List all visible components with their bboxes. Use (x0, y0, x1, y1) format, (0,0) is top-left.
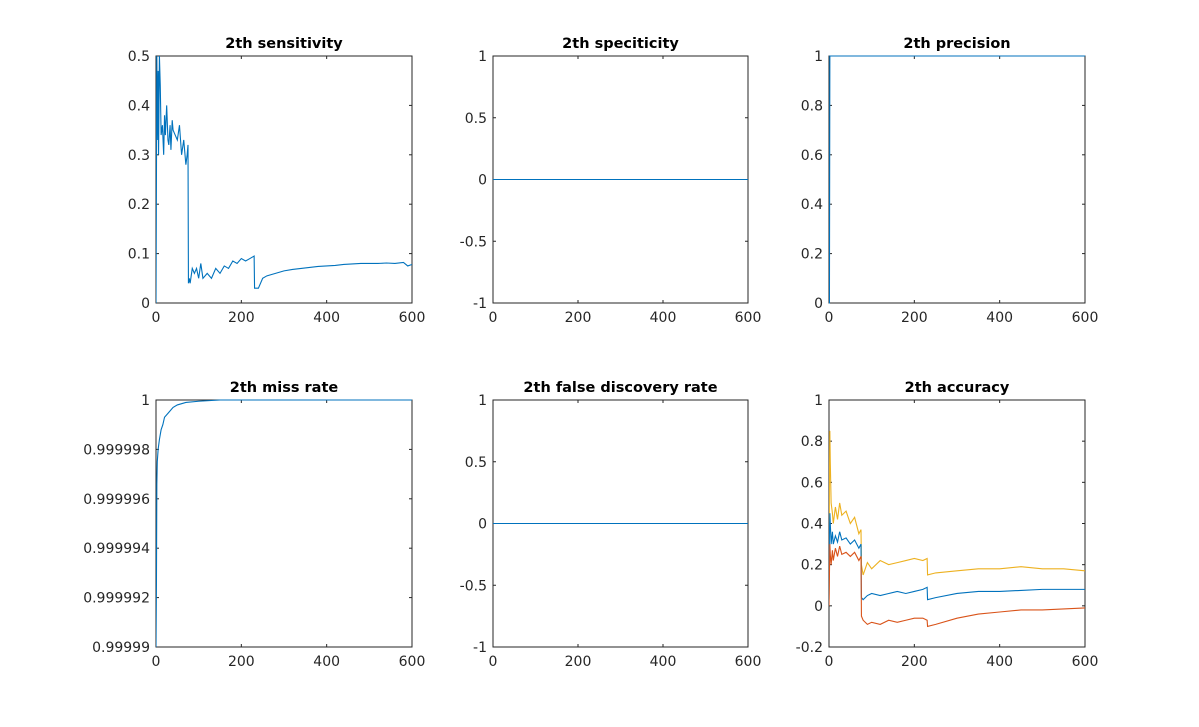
y-tick-label: 0.99999 (92, 640, 150, 656)
x-tick-label: 200 (228, 310, 255, 326)
subplot-1: 0 200 400 600 0 0.1 0.2 0.3 0.4 0.5 2th sensitivit… (128, 36, 426, 326)
y-tick-label: -1 (473, 296, 487, 312)
series-line-1 (829, 430, 1085, 596)
y-tick-label: 0.8 (801, 98, 823, 114)
x-tick-label: 200 (901, 654, 928, 670)
subplot-title: 2th accuracy (905, 380, 1010, 396)
x-tick-label: 600 (1072, 654, 1099, 670)
y-tick-label: 0 (478, 517, 487, 533)
x-tick-label: 400 (313, 310, 340, 326)
y-tick-label: 0.999998 (83, 442, 150, 458)
y-tick-label: 0.4 (801, 197, 823, 213)
y-tick-label: 0.2 (801, 247, 823, 263)
subplot-title: 2th false discovery rate (523, 380, 717, 396)
x-tick-label: 0 (825, 310, 834, 326)
subplot-5: 0 200 400 600 -1 -0.5 0 0.5 1 2th false discovery… (460, 380, 762, 670)
x-tick-label: 0 (489, 310, 498, 326)
axes-box (155, 55, 413, 304)
y-tick-label: 0.6 (801, 148, 823, 164)
subplot-title: 2th speciticity (562, 36, 679, 52)
y-tick-label: -0.2 (796, 640, 823, 656)
y-tick-label: 0.4 (801, 517, 823, 533)
y-tick-label: 1 (141, 393, 150, 409)
axes-box (155, 399, 413, 648)
y-tick-label: 0 (814, 296, 823, 312)
series-line-1 (156, 55, 412, 304)
y-tick-label: -0.5 (460, 578, 487, 594)
y-tick-label: 0.8 (801, 434, 823, 450)
y-tick-label: 1 (478, 393, 487, 409)
x-tick-label: 200 (565, 654, 592, 670)
y-tick-label: 0.5 (465, 111, 487, 127)
x-tick-label: 0 (825, 654, 834, 670)
y-tick-label: 0.6 (801, 475, 823, 491)
subplot-3: 0 200 400 600 0 0.2 0.4 0.6 0.8 1 2th precision (801, 36, 1099, 326)
y-tick-label: -0.5 (460, 234, 487, 250)
y-tick-label: 0.5 (128, 49, 150, 65)
x-tick-label: 0 (152, 654, 161, 670)
y-tick-label: -1 (473, 640, 487, 656)
axes-box (828, 399, 1086, 648)
x-tick-label: 600 (399, 310, 426, 326)
x-tick-label: 600 (735, 310, 762, 326)
y-tick-label: 1 (478, 49, 487, 65)
subplot-title: 2th miss rate (230, 380, 339, 396)
y-tick-label: 0 (814, 599, 823, 615)
y-tick-label: 0 (478, 173, 487, 189)
y-tick-label: 1 (814, 49, 823, 65)
subplot-title: 2th precision (903, 36, 1010, 52)
x-tick-label: 200 (565, 310, 592, 326)
x-tick-label: 0 (152, 310, 161, 326)
axes-box (828, 55, 1086, 304)
x-tick-label: 400 (986, 310, 1013, 326)
series-line-1 (829, 55, 1085, 304)
series-line-1 (156, 399, 412, 648)
y-tick-label: 0.999996 (83, 492, 150, 508)
y-tick-label: 0.999992 (83, 591, 150, 607)
y-tick-label: 0.5 (465, 455, 487, 471)
x-tick-label: 600 (1072, 310, 1099, 326)
subplot-4: 0 200 400 600 0.99999 0.999992 0.999994 0.99999… (83, 380, 425, 670)
y-tick-label: 0.3 (128, 148, 150, 164)
x-tick-label: 400 (986, 654, 1013, 670)
subplot-2: 0 200 400 600 -1 -0.5 0 0.5 1 2th speciticity (460, 36, 762, 326)
x-tick-label: 400 (313, 654, 340, 670)
y-tick-label: 0.2 (128, 197, 150, 213)
y-tick-label: 0.999994 (83, 541, 150, 557)
x-tick-label: 600 (735, 654, 762, 670)
x-tick-label: 600 (399, 654, 426, 670)
x-tick-label: 0 (489, 654, 498, 670)
x-tick-label: 200 (901, 310, 928, 326)
series-line-3 (829, 544, 1085, 628)
y-tick-label: 0.4 (128, 98, 150, 114)
y-tick-label: 0.2 (801, 558, 823, 574)
y-tick-label: 1 (814, 393, 823, 409)
y-tick-label: 0 (141, 296, 150, 312)
x-tick-label: 400 (650, 654, 677, 670)
series-line-2 (829, 513, 1085, 601)
y-tick-label: 0.1 (128, 247, 150, 263)
x-tick-label: 400 (650, 310, 677, 326)
x-tick-label: 200 (228, 654, 255, 670)
subplot-title: 2th sensitivity (225, 36, 343, 52)
